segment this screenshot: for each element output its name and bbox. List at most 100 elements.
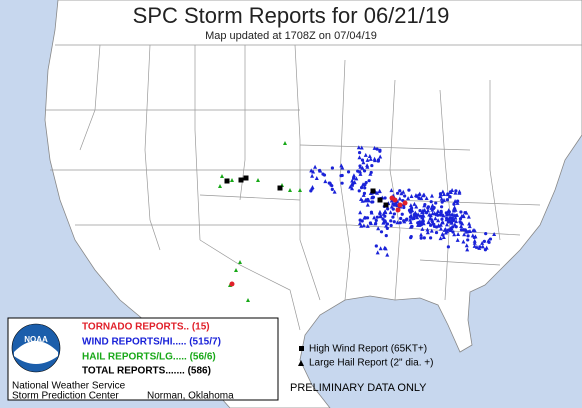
- wind-report: [363, 152, 368, 157]
- wind-report: [384, 234, 388, 238]
- wind-report: [426, 206, 430, 210]
- wind-report: [429, 193, 434, 198]
- wind-report: [438, 226, 443, 231]
- wind-report: [363, 186, 367, 190]
- wind-report: [409, 236, 413, 240]
- wind-report: [323, 179, 328, 184]
- wind-report: [480, 244, 485, 249]
- wind-report: [401, 189, 406, 194]
- wind-report: [439, 205, 444, 209]
- wind-report: [415, 215, 420, 220]
- wind-report: [362, 215, 367, 220]
- wind-report: [430, 217, 435, 222]
- wind-report: [434, 230, 439, 235]
- wind-report: [420, 226, 425, 231]
- wind-report: [466, 234, 470, 238]
- wind-report: [392, 212, 397, 216]
- wind-report: [482, 239, 486, 243]
- wind-report: [368, 171, 373, 176]
- wind-report: [454, 219, 459, 224]
- wind-report: [377, 188, 382, 193]
- wind-report: [408, 224, 413, 229]
- wind-report: [378, 148, 382, 152]
- wind-report: [365, 216, 370, 220]
- wind-report: [398, 221, 402, 225]
- wind-report: [365, 202, 370, 207]
- city: Norman, Oklahoma: [147, 391, 234, 402]
- wind-report: [375, 147, 379, 151]
- tornado-report: [395, 207, 401, 213]
- wind-report: [447, 215, 452, 220]
- wind-report: [361, 182, 366, 187]
- wind-report: [445, 210, 450, 215]
- wind-report: [461, 239, 466, 244]
- wind-report: [432, 211, 437, 216]
- wind-report: [368, 221, 373, 225]
- wind-report: [388, 210, 393, 215]
- wind-report: [383, 246, 388, 251]
- wind-report: [362, 191, 367, 195]
- wind-report: [443, 230, 448, 235]
- wind-report: [363, 198, 368, 203]
- wind-report: [467, 224, 472, 229]
- wind-report: [332, 189, 337, 194]
- wind-report: [431, 206, 436, 211]
- wind-report: [365, 157, 370, 162]
- wind-report: [378, 214, 383, 219]
- wind-report: [420, 215, 425, 220]
- wind-report: [369, 210, 374, 214]
- wind-report: [415, 193, 420, 198]
- wind-report: [372, 215, 377, 220]
- high-wind-report: [370, 188, 376, 194]
- wind-report: [351, 173, 356, 178]
- tornado-report: [229, 281, 235, 287]
- wind-report: [379, 230, 384, 234]
- wind-report: [376, 226, 381, 231]
- wind-report: [389, 223, 393, 228]
- wind-report: [357, 155, 362, 160]
- wind-report: [419, 232, 424, 237]
- wind-report: [441, 234, 446, 239]
- wind-report: [383, 196, 387, 200]
- hail-report: [220, 174, 224, 178]
- wind-report: [425, 230, 430, 235]
- tornado-report: [397, 202, 403, 208]
- wind-report: [329, 182, 334, 187]
- wind-report: [455, 237, 460, 242]
- wind-report: [386, 207, 390, 211]
- wind-report: [472, 238, 477, 243]
- wind-report: [455, 200, 460, 205]
- wind-report: [417, 191, 422, 196]
- wind-report: [321, 172, 325, 176]
- title: SPC Storm Reports for 06/21/19: [133, 3, 450, 28]
- wind-report: [429, 200, 433, 204]
- wind-report: [397, 196, 402, 201]
- wind-report: [453, 199, 458, 204]
- wind-report: [492, 232, 497, 237]
- wind-report: [420, 210, 425, 215]
- wind-report: [433, 216, 438, 221]
- high-wind-report: [383, 202, 389, 208]
- wind-report: [464, 243, 469, 248]
- hail-report: [246, 298, 250, 302]
- wind-report: [448, 190, 453, 194]
- wind-report: [430, 219, 435, 224]
- wind-report: [360, 219, 364, 223]
- hail-report: [238, 260, 242, 264]
- state-borders: [45, 44, 582, 331]
- wind-report: [419, 236, 423, 240]
- wind-report: [439, 211, 444, 216]
- hail-report: [283, 141, 287, 145]
- wind-report: [427, 212, 432, 217]
- high-wind-report: [243, 175, 249, 181]
- wind-report: [440, 217, 444, 221]
- wind-report: [385, 252, 390, 257]
- wind-report: [470, 233, 475, 238]
- wind-report: [358, 164, 363, 169]
- wind-report: [361, 223, 366, 228]
- center: Storm Prediction Center: [12, 391, 119, 402]
- wind-report: [454, 225, 458, 229]
- wind-report: [442, 197, 447, 202]
- wind-report: [383, 210, 388, 215]
- wind-report: [456, 199, 460, 203]
